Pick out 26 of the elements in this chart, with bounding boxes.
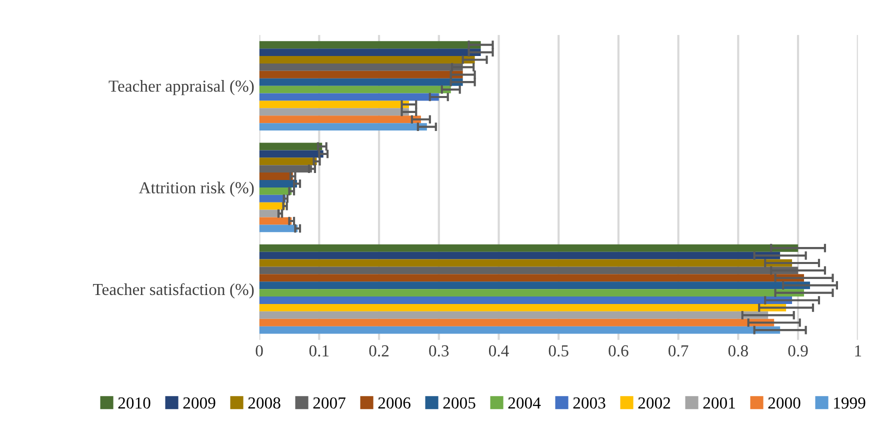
legend-label: 2006 [378, 397, 410, 409]
legend-label: 2003 [573, 397, 606, 409]
x-tick-label: 0.1 [309, 345, 329, 357]
y-tick-label: Teacher appraisal (%) [108, 80, 254, 96]
x-tick-label: 0.7 [668, 345, 688, 357]
legend-label: 2004 [508, 397, 541, 409]
x-tick-label: 0.2 [369, 345, 389, 357]
legend-label: 2008 [248, 397, 280, 409]
y-tick-label: Teacher satisfaction (%) [93, 283, 254, 298]
x-tick-label: 1 [855, 345, 862, 356]
legend-label: 2001 [703, 397, 735, 409]
x-tick-label: 0.9 [788, 345, 808, 357]
legend-label: 2010 [118, 397, 150, 409]
legend-label: 1999 [834, 397, 866, 409]
y-tick-label: Attrition risk (%) [138, 182, 254, 197]
legend-label: 2000 [768, 397, 800, 409]
x-tick-label: 0.6 [608, 345, 628, 357]
legend-label: 2009 [183, 397, 216, 409]
legend-label: 2002 [638, 397, 670, 409]
legend-label: 2005 [443, 397, 476, 409]
x-tick-label: 0.8 [728, 345, 748, 357]
x-tick-label: 0.4 [488, 345, 509, 357]
x-tick-label: 0.5 [548, 345, 568, 357]
x-tick-label: 0.3 [429, 345, 449, 357]
legend-label: 2007 [313, 397, 346, 409]
x-tick-label: 0 [256, 345, 263, 356]
